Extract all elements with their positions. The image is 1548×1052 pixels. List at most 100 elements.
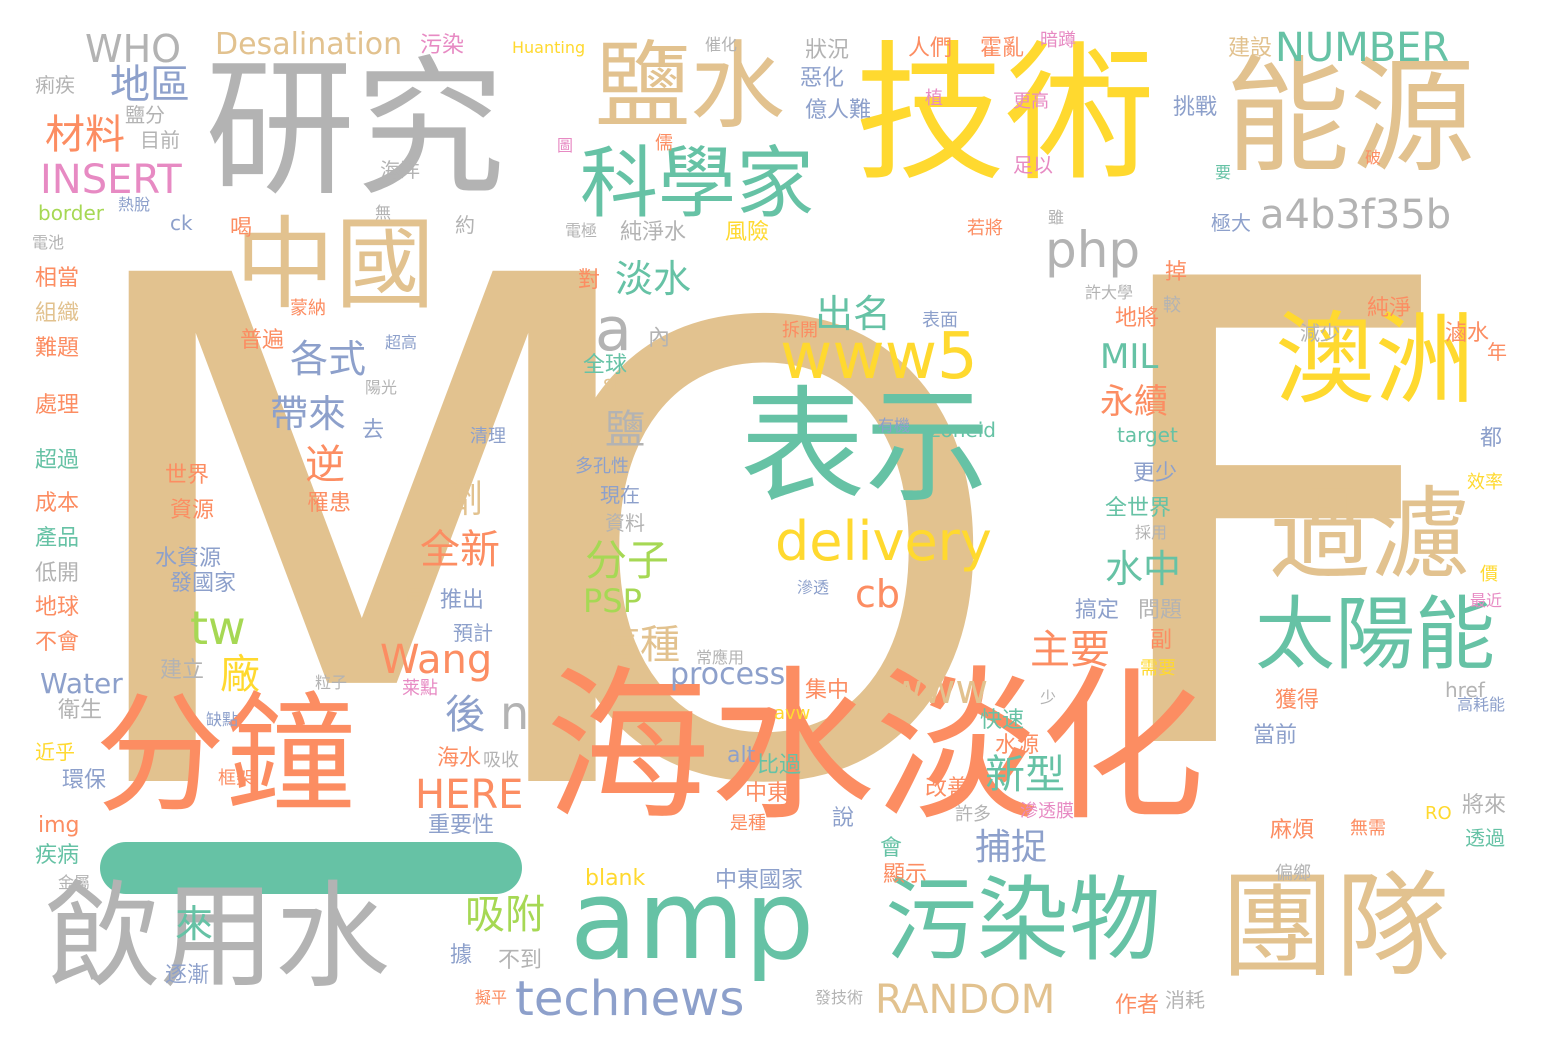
word-25: WHO (85, 27, 182, 71)
word-32: a (595, 295, 632, 365)
word-137: 少 (1040, 688, 1057, 707)
word-106: 全球 (583, 353, 628, 378)
word-70: 純淨水 (620, 220, 687, 245)
word-91: 水資源 (155, 546, 222, 571)
word-131: 顯示 (883, 862, 928, 887)
word-192: 催化 (705, 35, 738, 54)
word-84: 近乎 (35, 740, 75, 764)
word-42: 分子 (585, 536, 670, 585)
word-85: 環保 (62, 768, 107, 793)
word-75: 難題 (35, 336, 80, 361)
word-29: INSERT (40, 157, 182, 203)
word-169: 減少 (1300, 321, 1340, 345)
word-13: 過濾 (1270, 476, 1470, 593)
word-178: 極大 (1211, 211, 1251, 235)
word-73: 相當 (35, 266, 80, 291)
word-115: 海水 (437, 746, 482, 771)
word-94: 建立 (160, 658, 205, 683)
word-59: 吸附 (465, 892, 545, 938)
word-123: avw (774, 703, 811, 724)
word-134: 許多 (955, 804, 991, 825)
word-147: 偏鄉 (1275, 863, 1311, 884)
word-48: 廠 (220, 652, 260, 698)
word-86: img (38, 813, 80, 838)
word-187: 惡化 (800, 66, 845, 91)
word-129: 中東國家 (715, 868, 804, 893)
word-35: 帶來 (270, 392, 347, 436)
word-113: 推出 (440, 588, 485, 613)
word-191: 暗蹲 (1040, 30, 1076, 51)
word-60: 來 (175, 902, 214, 946)
word-126: 比過 (757, 753, 802, 778)
word-28: 材料 (45, 112, 125, 158)
word-49: www (890, 667, 989, 713)
word-92: 發國家 (170, 571, 237, 596)
word-102: 陽光 (365, 378, 398, 397)
word-54: 捕捉 (975, 827, 1048, 868)
word-7: 科學家 (580, 139, 815, 229)
word-200: 儒 (655, 133, 673, 154)
word-118: 據 (450, 943, 473, 968)
word-30: php (1045, 221, 1141, 279)
word-143: 需要 (1140, 658, 1176, 679)
word-116: 吸收 (483, 750, 519, 771)
word-185: 足以 (1013, 153, 1053, 177)
word-43: PSP (583, 582, 642, 620)
word-136: 水源 (995, 733, 1040, 758)
word-173: 許大學 (1085, 283, 1134, 302)
word-51: 主要 (1030, 627, 1110, 673)
word-53: 新型 (985, 752, 1065, 798)
word-27: 地區 (110, 62, 190, 108)
word-9: 表示 (740, 375, 990, 520)
word-4: 技術 (855, 28, 1156, 202)
word-103: 去 (362, 418, 385, 443)
word-128: 是種 (730, 813, 766, 834)
word-194: 電極 (565, 221, 598, 240)
word-34: 各式 (290, 337, 367, 381)
word-180: 要 (1215, 163, 1232, 182)
word-156: 透過 (1465, 826, 1505, 850)
word-20: 團隊 (1220, 860, 1451, 994)
word-159: 更少 (1133, 461, 1178, 486)
word-47: Wang (380, 637, 493, 683)
word-5: 能源 (1225, 45, 1475, 190)
word-62: 污染 (420, 33, 465, 58)
word-55: 後 (445, 692, 485, 738)
word-74: 組織 (35, 301, 80, 326)
word-158: 採用 (1135, 523, 1168, 542)
word-142: 副 (1150, 628, 1173, 653)
word-67: ck (170, 211, 193, 235)
word-83: 衛生 (58, 698, 103, 723)
word-150: 發技術 (815, 988, 864, 1007)
word-189: 人們 (908, 36, 953, 61)
word-61: Huanting (512, 38, 586, 57)
word-144: 獲得 (1275, 688, 1320, 713)
word-152: 高耗能 (1457, 695, 1506, 714)
word-87: 疾病 (35, 843, 80, 868)
word-78: 成本 (35, 491, 80, 516)
word-12: 澳洲 (1275, 301, 1475, 418)
word-69: 約 (455, 213, 475, 237)
word-8: 中國 (235, 206, 435, 323)
word-82: 不會 (35, 630, 80, 655)
word-52: 水中 (1105, 547, 1182, 591)
word-58: Water (40, 667, 123, 700)
word-44: cb (855, 572, 901, 616)
word-161: zoneid (930, 418, 996, 442)
word-162: 有機 (878, 416, 911, 435)
word-182: 建設 (1228, 36, 1273, 61)
word-130: 會 (880, 836, 903, 861)
word-45: tw (190, 601, 246, 655)
word-190: 霍亂 (980, 36, 1025, 61)
word-11: delivery (775, 510, 992, 573)
word-107: src (603, 371, 633, 395)
word-93: 罹患 (307, 491, 352, 516)
word-37: 永續 (1100, 382, 1168, 422)
word-105: 內 (648, 326, 671, 351)
word-148: 作者 (1115, 993, 1160, 1018)
word-65: 鹽分 (125, 103, 165, 127)
word-97: 框架 (218, 768, 254, 789)
word-171: 地將 (1115, 306, 1160, 331)
word-66: border (38, 201, 105, 225)
